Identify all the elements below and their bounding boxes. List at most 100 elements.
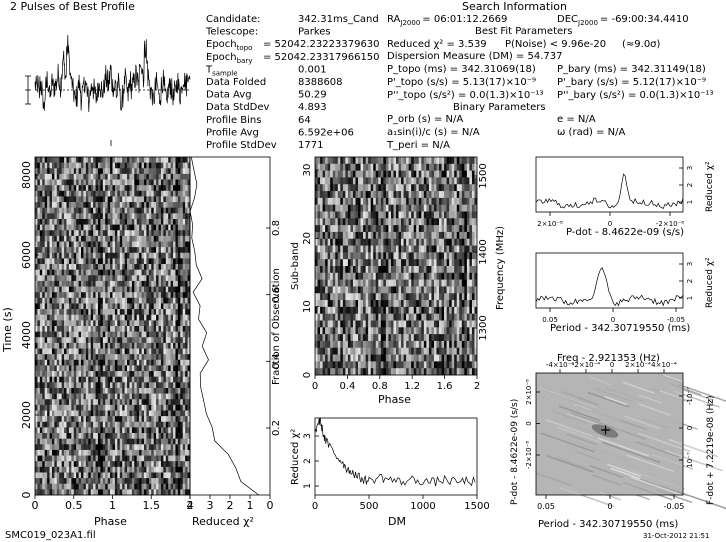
subband-cell: [388, 177, 392, 185]
time-phase-cell: [117, 303, 121, 310]
time-phase-cell: [148, 444, 152, 451]
time-phase-cell: [47, 196, 50, 203]
time-phase-cell: [51, 275, 55, 282]
time-phase-cell: [39, 269, 43, 276]
time-phase-cell: [71, 348, 75, 355]
time-phase-cell: [139, 179, 142, 186]
time-phase-cell: [39, 280, 43, 287]
time-phase-cell: [182, 314, 186, 321]
time-phase-cell: [68, 303, 72, 310]
subband-cell: [474, 245, 478, 253]
time-phase-cell: [100, 331, 104, 338]
time-phase-cell: [134, 416, 138, 423]
time-phase-cell: [117, 466, 121, 473]
time-phase-cell: [119, 218, 123, 225]
time-phase-cell: [93, 230, 96, 237]
subband-cell: [322, 197, 326, 205]
time-phase-cell: [59, 297, 62, 304]
time-phase-cell: [83, 478, 87, 485]
time-phase-cell: [158, 179, 162, 186]
time-phase-cell: [76, 309, 79, 316]
time-phase-cell: [146, 404, 150, 411]
time-phase-cell: [168, 179, 171, 186]
subband-cell: [358, 211, 361, 219]
subband-cell: [385, 266, 389, 274]
time-phase-cell: [124, 455, 128, 462]
time-phase-cell: [168, 292, 171, 299]
time-phase-cell: [66, 320, 70, 327]
subband-cell: [428, 191, 432, 199]
time-phase-cell: [88, 297, 91, 304]
time-phase-cell: [76, 207, 79, 214]
time-phase-cell: [175, 404, 179, 411]
time-phase-cell: [44, 478, 48, 485]
time-phase-cell: [122, 416, 125, 423]
time-phase-cell: [112, 342, 116, 349]
time-phase-cell: [136, 196, 140, 203]
subband-cell: [388, 204, 392, 212]
time-phase-cell: [151, 421, 154, 428]
time-phase-cell: [141, 275, 145, 282]
subband-cell: [396, 218, 399, 226]
time-phase-cell: [81, 297, 84, 304]
time-phase-cell: [136, 275, 140, 282]
time-phase-cell: [143, 421, 147, 428]
time-phase-cell: [124, 185, 128, 192]
time-phase-cell: [35, 303, 38, 310]
time-phase-cell: [88, 438, 91, 445]
time-phase-cell: [110, 247, 113, 254]
time-phase-cell: [93, 416, 96, 423]
time-phase-cell: [134, 207, 138, 214]
subband-cell: [459, 211, 463, 219]
subband-cell: [431, 204, 435, 212]
time-phase-cell: [110, 213, 113, 220]
time-phase-cell: [170, 331, 174, 338]
time-phase-cell: [119, 359, 123, 366]
time-phase-cell: [68, 247, 72, 254]
time-phase-cell: [185, 382, 188, 389]
time-phase-cell: [71, 365, 75, 372]
subband-cell: [315, 245, 318, 253]
time-phase-cell: [170, 354, 174, 361]
subband-cell: [398, 184, 402, 192]
subband-cell: [378, 266, 382, 274]
subband-cell: [373, 204, 377, 212]
time-phase-cell: [175, 241, 179, 248]
subband-cell: [363, 259, 366, 267]
subband-cell: [320, 163, 323, 171]
time-phase-cell: [37, 449, 41, 456]
subband-cell: [466, 157, 470, 165]
time-phase-cell: [88, 399, 91, 406]
time-phase-cell: [73, 331, 77, 338]
time-phase-cell: [59, 393, 62, 400]
time-phase-cell: [83, 269, 87, 276]
time-phase-cell: [110, 354, 113, 361]
time-phase-cell: [51, 269, 55, 276]
time-phase-cell: [127, 337, 130, 344]
time-phase-cell: [90, 472, 94, 479]
time-phase-cell: [39, 207, 43, 214]
time-phase-cell: [76, 444, 79, 451]
time-phase-cell: [47, 449, 50, 456]
time-phase-cell: [131, 320, 135, 327]
subband-cell: [327, 184, 331, 192]
time-phase-y-label: 6000: [20, 241, 33, 269]
subband-cell: [449, 177, 452, 185]
time-phase-cell: [148, 416, 152, 423]
subband-cell: [390, 197, 394, 205]
time-phase-cell: [81, 337, 84, 344]
time-phase-cell: [143, 190, 147, 197]
time-phase-cell: [187, 320, 191, 327]
time-phase-cell: [185, 331, 188, 338]
time-phase-cell: [187, 387, 191, 394]
time-phase-cell: [83, 230, 87, 237]
time-phase-cell: [177, 393, 181, 400]
time-phase-cell: [95, 393, 99, 400]
subband-cell: [469, 238, 473, 246]
subband-cell: [352, 163, 356, 171]
time-phase-cell: [105, 472, 108, 479]
time-phase-cell: [51, 202, 55, 208]
time-phase-cell: [124, 297, 128, 304]
time-phase-cell: [173, 478, 176, 485]
